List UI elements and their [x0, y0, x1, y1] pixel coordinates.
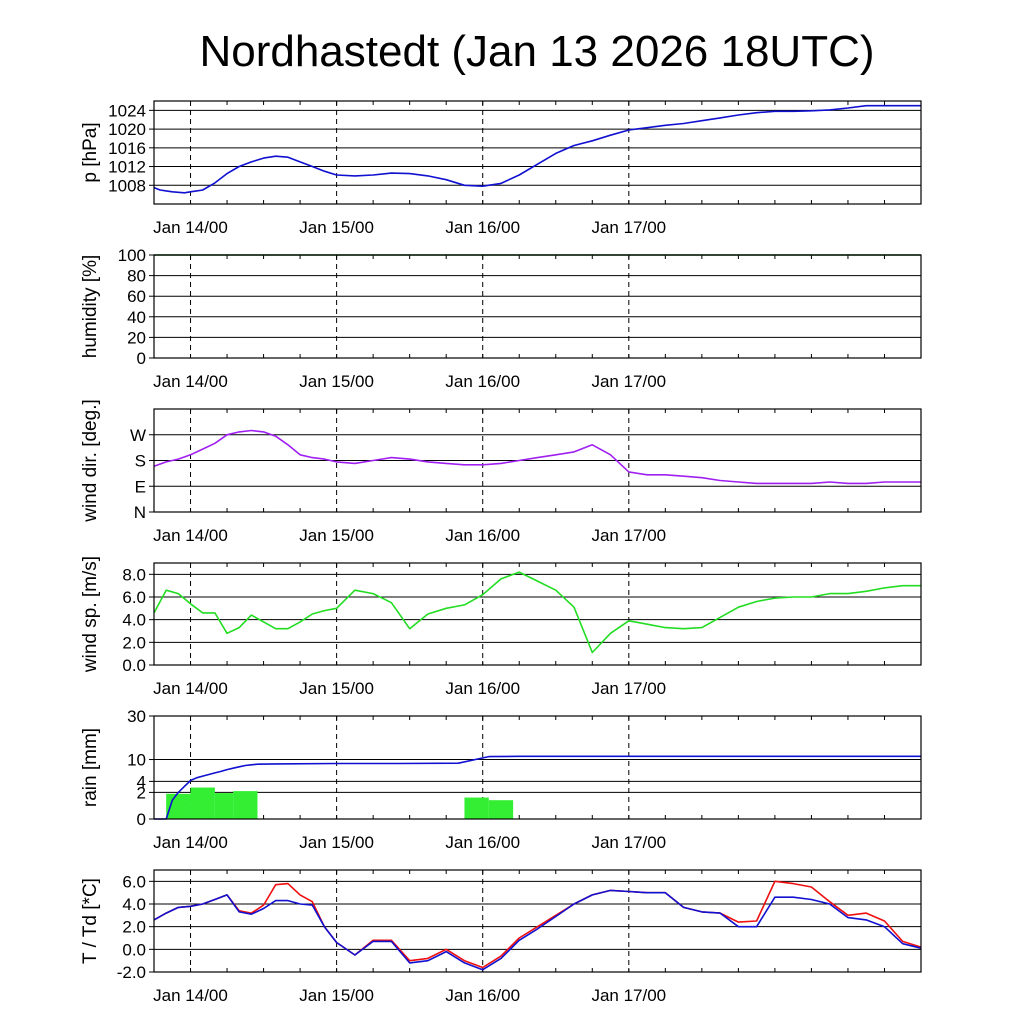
chart-title: Nordhastedt (Jan 13 2026 18UTC) — [199, 27, 874, 76]
panel-frame — [153, 100, 922, 205]
panel-frame — [153, 254, 922, 359]
temperature-series-line-0 — [153, 880, 922, 969]
y-tick-label: W — [130, 426, 146, 445]
panel-temperature: -2.0 0.0 2.0 4.0 6.0 Jan 14/00 Jan 15/00 Jan 16… — [80, 869, 922, 1005]
y-tick-label: 0.0 — [122, 656, 146, 675]
pressure-series-line-0 — [153, 104, 921, 194]
rain-bar — [488, 800, 514, 819]
y-tick-label: 10 — [127, 751, 146, 770]
x-tick-label: Jan 17/00 — [591, 679, 666, 698]
y-tick-label: 4.0 — [122, 611, 146, 630]
x-tick-label: Jan 14/00 — [153, 833, 228, 852]
y-axis-label: wind dir. [deg.] — [80, 399, 101, 523]
wind_speed-series-line-0 — [153, 571, 921, 654]
x-tick-label: Jan 16/00 — [445, 218, 520, 237]
y-axis-label: p [hPa] — [80, 122, 101, 182]
panel-rain: 0 24 10 30 Jan 14/00 Jan 15/00 Jan 16/00 Jan 17… — [80, 707, 922, 852]
x-tick-label: Jan 17/00 — [591, 218, 666, 237]
panel-frame — [153, 562, 922, 666]
y-tick-label: 8.0 — [122, 565, 146, 584]
y-tick-label: 0 — [137, 810, 146, 829]
panel-frame — [153, 869, 922, 973]
y-tick-label: 4.0 — [122, 895, 146, 914]
y-tick-label: 0 — [137, 349, 146, 368]
y-tick-label: 1020 — [108, 120, 146, 139]
y-tick-label: 100 — [118, 246, 146, 265]
rain-bar — [233, 791, 258, 819]
y-tick-label: 2.0 — [122, 918, 146, 937]
y-axis-label: humidity [%] — [80, 255, 101, 358]
x-tick-label: Jan 14/00 — [153, 218, 228, 237]
y-tick-label: S — [135, 452, 146, 471]
y-tick-label: 1024 — [108, 101, 146, 120]
x-tick-label: Jan 17/00 — [591, 833, 666, 852]
y-tick-label: 6.0 — [122, 588, 146, 607]
x-tick-label: Jan 16/00 — [445, 372, 520, 391]
x-tick-label: Jan 17/00 — [591, 526, 666, 545]
x-tick-label: Jan 15/00 — [299, 218, 374, 237]
panel-frame — [153, 408, 922, 513]
x-tick-label: Jan 15/00 — [299, 372, 374, 391]
x-tick-label: Jan 16/00 — [445, 526, 520, 545]
y-tick-label: 4 — [137, 772, 146, 791]
y-tick-label: 2 — [137, 783, 146, 802]
y-tick-label: 60 — [127, 287, 146, 306]
y-tick-label: 1012 — [108, 158, 146, 177]
x-tick-label: Jan 14/00 — [153, 986, 228, 1005]
x-tick-label: Jan 14/00 — [153, 372, 228, 391]
wind_dir-series-line-0 — [153, 429, 921, 485]
y-axis-label: T / Td [*C] — [80, 878, 101, 964]
x-tick-label: Jan 14/00 — [153, 526, 228, 545]
rain-bar — [214, 793, 234, 819]
x-tick-label: Jan 15/00 — [299, 986, 374, 1005]
y-tick-label: 1008 — [108, 176, 146, 195]
y-tick-label: N — [134, 503, 146, 522]
x-tick-label: Jan 15/00 — [299, 833, 374, 852]
x-tick-label: Jan 15/00 — [299, 526, 374, 545]
panel-frame — [153, 715, 922, 820]
rain-bar — [190, 787, 215, 819]
panel-wind_speed: 0.0 2.0 4.0 6.0 8.0 Jan 14/00 Jan 15/00 Jan 16/… — [80, 556, 922, 698]
x-tick-label: Jan 15/00 — [299, 679, 374, 698]
y-tick-label: -2.0 — [117, 963, 146, 982]
x-tick-label: Jan 16/00 — [445, 833, 520, 852]
x-tick-label: Jan 14/00 — [153, 679, 228, 698]
y-axis-label: wind sp. [m/s] — [80, 556, 101, 673]
y-tick-label: 20 — [127, 328, 146, 347]
y-tick-label: 1016 — [108, 139, 146, 158]
rain-bar — [464, 797, 489, 819]
y-tick-label: 40 — [127, 308, 146, 327]
y-tick-label: 0.0 — [122, 940, 146, 959]
y-tick-label: 6.0 — [122, 872, 146, 891]
y-tick-label: 2.0 — [122, 633, 146, 652]
y-axis-label: rain [mm] — [80, 728, 101, 807]
y-tick-label: 80 — [127, 267, 146, 286]
x-tick-label: Jan 16/00 — [445, 986, 520, 1005]
x-tick-label: Jan 17/00 — [591, 372, 666, 391]
temperature-series-line-1 — [153, 889, 922, 971]
x-tick-label: Jan 16/00 — [445, 679, 520, 698]
x-tick-label: Jan 17/00 — [591, 986, 666, 1005]
rain-cumulative-line — [154, 755, 921, 820]
y-tick-label: E — [135, 477, 146, 496]
y-tick-label: 30 — [127, 707, 146, 726]
